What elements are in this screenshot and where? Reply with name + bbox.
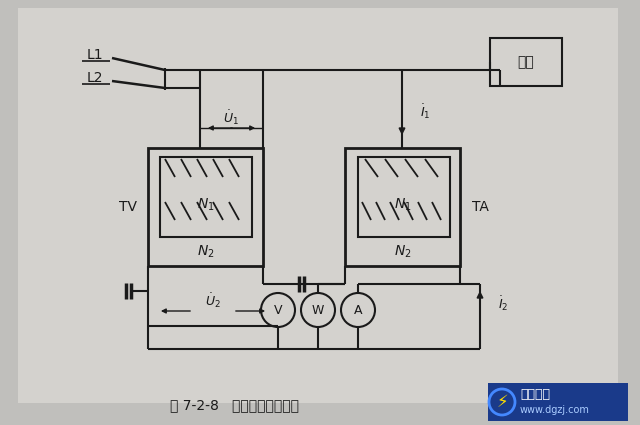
Bar [160, 157, 252, 237]
Text: L2: L2 [87, 71, 103, 85]
Text: TV: TV [119, 200, 137, 214]
Text: 电工之家: 电工之家 [520, 388, 550, 402]
Text: 图 7-2-8   互感器原理接线图: 图 7-2-8 互感器原理接线图 [170, 398, 300, 412]
Text: ⚡: ⚡ [496, 393, 508, 411]
Text: www.dgzj.com: www.dgzj.com [520, 405, 590, 415]
Text: L1: L1 [86, 48, 103, 62]
Text: $\dot{U}_1$: $\dot{U}_1$ [223, 109, 239, 127]
Text: $N_2$: $N_2$ [394, 244, 412, 260]
Circle shape [489, 389, 515, 415]
Text: A: A [354, 303, 362, 317]
Text: W: W [312, 303, 324, 317]
Text: V: V [274, 303, 282, 317]
Text: $\dot{I}_2$: $\dot{I}_2$ [498, 295, 508, 313]
Bar [488, 383, 628, 421]
Bar [345, 148, 460, 266]
Text: $N_1$: $N_1$ [196, 197, 214, 213]
Bar [358, 157, 450, 237]
Text: TA: TA [472, 200, 488, 214]
Text: $\dot{I}_1$: $\dot{I}_1$ [420, 103, 431, 121]
Bar [148, 148, 263, 266]
Text: $N_2$: $N_2$ [196, 244, 214, 260]
Bar [490, 38, 562, 86]
Text: $\dot{U}_2$: $\dot{U}_2$ [205, 292, 221, 310]
Text: 负荷: 负荷 [518, 55, 534, 69]
Text: $N_1$: $N_1$ [394, 197, 412, 213]
